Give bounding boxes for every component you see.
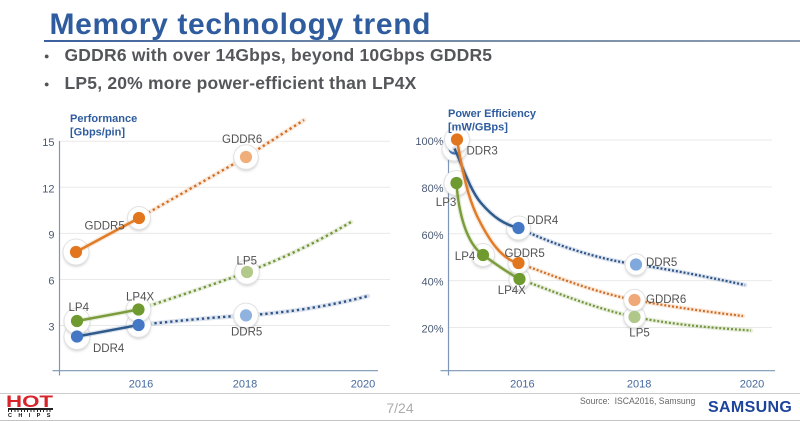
svg-text:[Gbps/pin]: [Gbps/pin]	[70, 127, 125, 139]
svg-text:GDDR5: GDDR5	[85, 221, 125, 233]
svg-text:DDR3: DDR3	[467, 146, 498, 158]
svg-text:60%: 60%	[421, 230, 443, 242]
svg-text:DDR5: DDR5	[646, 257, 677, 269]
svg-text:DDR5: DDR5	[231, 327, 262, 339]
svg-text:2016: 2016	[510, 379, 534, 391]
svg-text:2020: 2020	[740, 379, 764, 391]
svg-text:100%: 100%	[415, 136, 443, 148]
svg-text:Performance: Performance	[70, 113, 137, 125]
svg-text:LP4X: LP4X	[498, 285, 526, 297]
svg-text:Power Efficiency: Power Efficiency	[448, 108, 537, 120]
svg-text:80%: 80%	[421, 183, 443, 195]
svg-text:15: 15	[42, 137, 54, 149]
svg-text:3: 3	[48, 322, 54, 334]
svg-text:[mW/GBps]: [mW/GBps]	[448, 121, 508, 133]
svg-text:2018: 2018	[627, 379, 651, 391]
svg-text:2016: 2016	[129, 379, 153, 391]
svg-text:2020: 2020	[351, 379, 375, 391]
svg-text:20%: 20%	[421, 324, 443, 336]
svg-text:GDDR5: GDDR5	[505, 248, 545, 260]
svg-text:2018: 2018	[233, 379, 257, 391]
svg-text:6: 6	[48, 276, 54, 288]
svg-text:12: 12	[42, 183, 54, 195]
svg-text:9: 9	[48, 229, 54, 241]
svg-text:DDR4: DDR4	[527, 215, 559, 227]
svg-text:LP5: LP5	[237, 256, 257, 268]
svg-text:LP4: LP4	[455, 251, 476, 263]
svg-text:LP4X: LP4X	[126, 292, 154, 304]
svg-text:LP5: LP5	[629, 328, 649, 340]
svg-text:GDDR6: GDDR6	[646, 294, 686, 306]
svg-text:LP4: LP4	[69, 302, 90, 314]
svg-text:40%: 40%	[421, 277, 443, 289]
svg-text:LP3: LP3	[436, 197, 456, 209]
svg-text:GDDR6: GDDR6	[222, 134, 262, 146]
svg-text:DDR4: DDR4	[93, 343, 125, 355]
